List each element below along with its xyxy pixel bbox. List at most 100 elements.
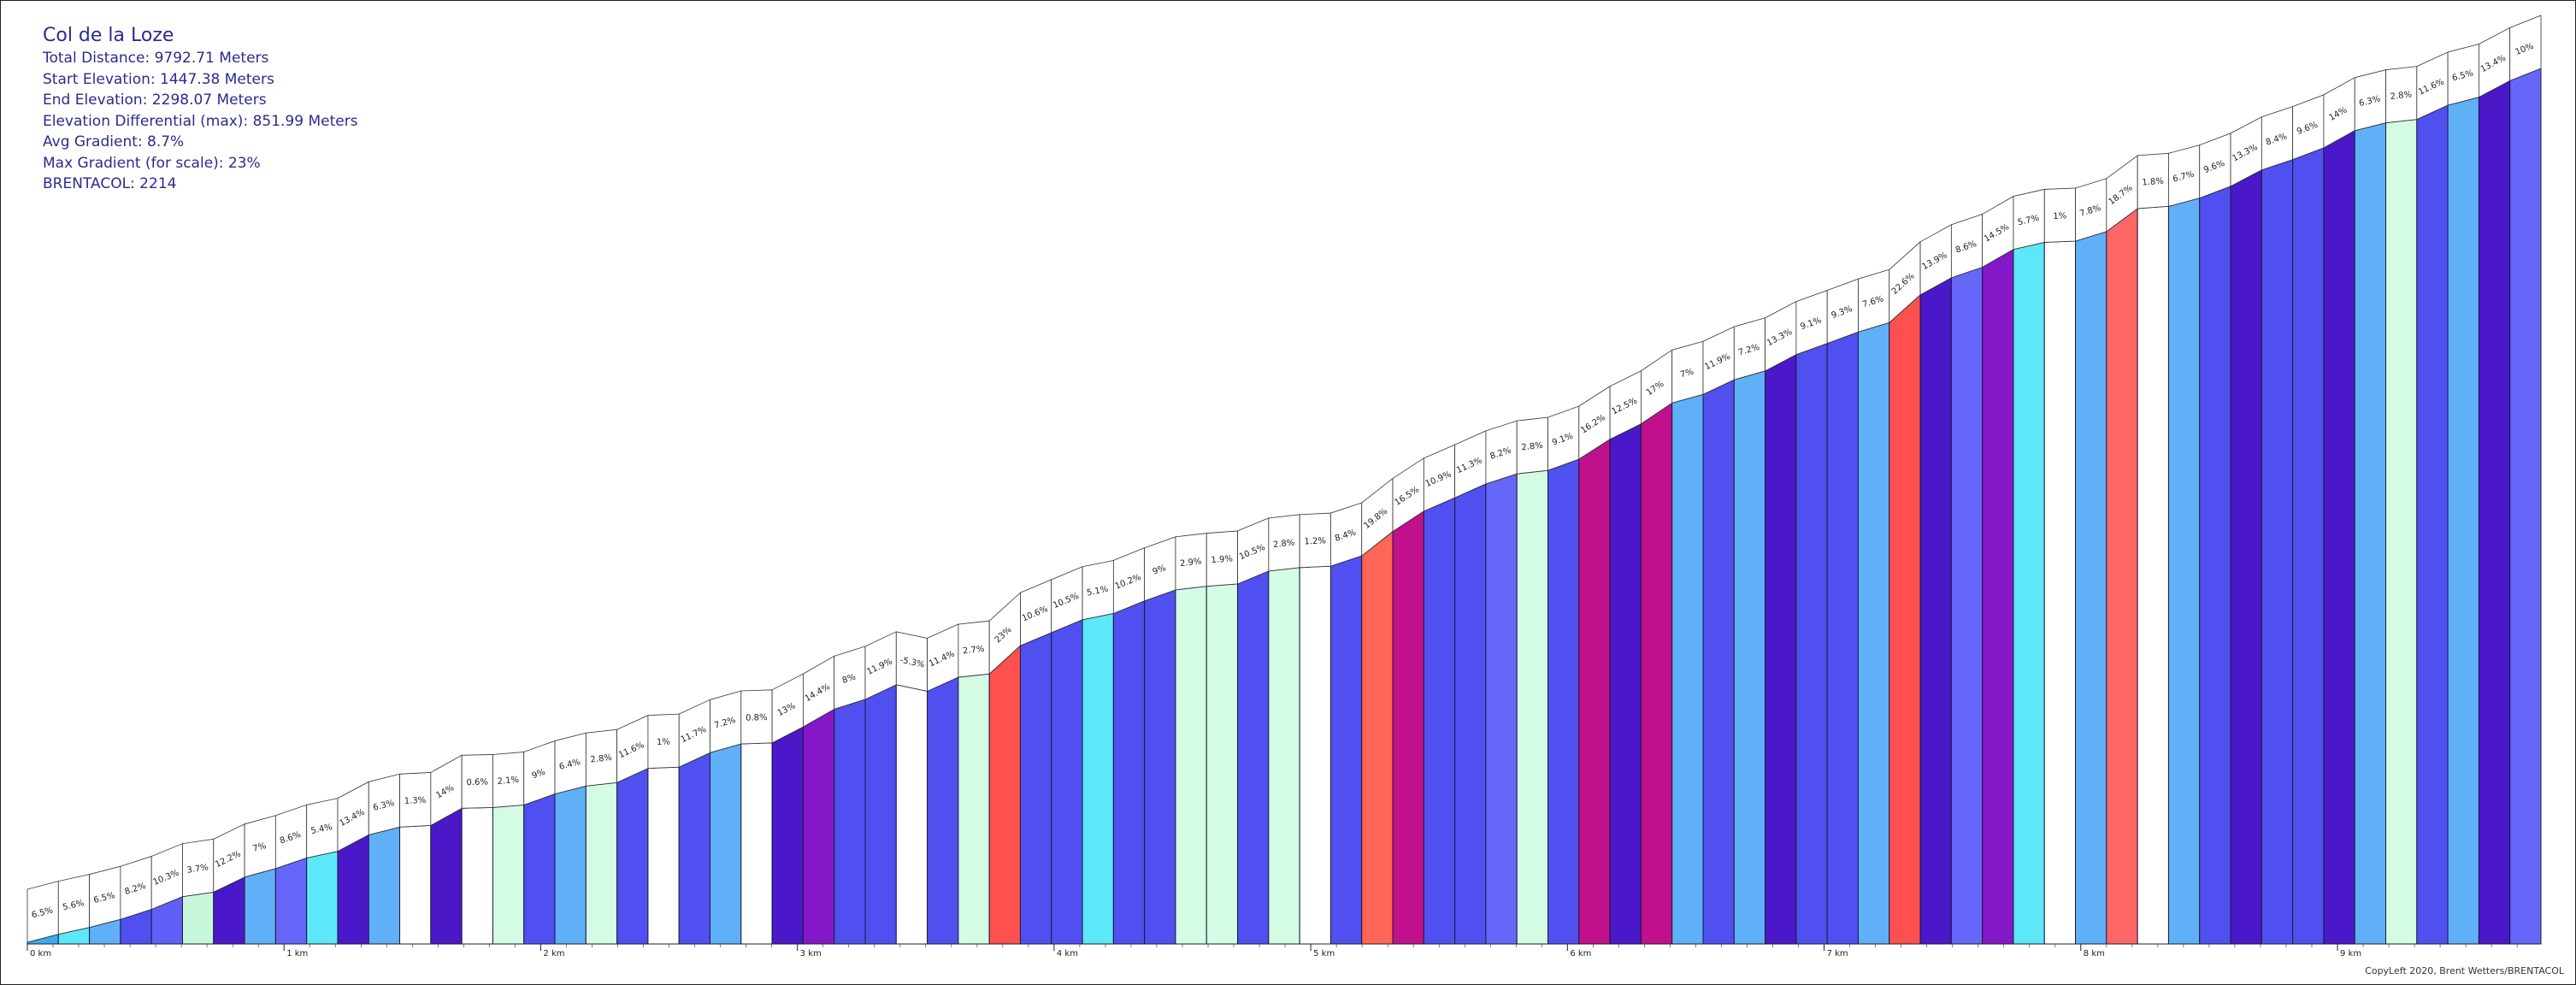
profile-segment — [430, 807, 463, 945]
profile-segment — [523, 793, 556, 945]
climb-title: Col de la Loze — [43, 25, 174, 46]
total-distance-line: Total Distance: 9792.71 Meters — [43, 50, 269, 67]
profile-segment — [2509, 68, 2542, 945]
profile-segment — [2043, 240, 2077, 945]
gradient-label: 9% — [1152, 563, 1168, 577]
gradient-label: 2.8% — [1521, 441, 1543, 453]
profile-segment — [1361, 530, 1394, 945]
profile-segment — [2385, 119, 2418, 945]
profile-segment — [678, 752, 711, 945]
profile-segment — [895, 684, 928, 945]
gradient-label: 5.4% — [310, 823, 333, 836]
profile-segment — [2199, 186, 2231, 945]
gradient-label: 5.6% — [62, 899, 85, 912]
gradient-label: 5.7% — [2017, 214, 2040, 227]
x-tick-label: 9 km — [2340, 949, 2361, 958]
profile-segment — [1485, 473, 1518, 945]
profile-segment — [647, 766, 680, 945]
gradient-label: 9% — [531, 768, 547, 782]
profile-segment — [1299, 565, 1331, 945]
profile-segment — [2447, 96, 2479, 945]
profile-segment — [1144, 589, 1176, 945]
profile-segment — [1423, 497, 1456, 945]
profile-segment — [1547, 458, 1580, 945]
x-tick-label: 2 km — [543, 949, 564, 958]
profile-segment — [958, 673, 990, 945]
profile-segment — [2416, 104, 2449, 945]
profile-segment — [2323, 129, 2355, 945]
profile-segment — [740, 742, 773, 945]
profile-segment — [337, 834, 369, 945]
profile-segment — [834, 699, 866, 945]
profile-segment — [710, 743, 742, 945]
gradient-label: 1% — [2053, 211, 2066, 221]
gradient-label: 2.9% — [1180, 557, 1202, 569]
profile-segment — [2261, 158, 2294, 945]
gradient-label: 8% — [841, 673, 857, 686]
profile-segment — [492, 804, 525, 945]
profile-segment — [1112, 600, 1146, 945]
profile-segment — [368, 826, 401, 945]
profile-segment — [306, 850, 339, 945]
profile-segment — [1019, 632, 1052, 945]
start-elevation-line: Start Elevation: 1447.38 Meters — [43, 70, 274, 88]
max-gradient-line: Max Gradient (for scale): 23% — [43, 154, 261, 172]
x-tick-label: 6 km — [1570, 949, 1591, 958]
gradient-label: 1.8% — [2142, 177, 2164, 188]
brentacol-line: BRENTACOL: 2214 — [43, 175, 177, 192]
profile-segment — [2292, 147, 2325, 945]
gradient-label: 2.8% — [2390, 90, 2412, 102]
profile-segment — [1702, 379, 1735, 945]
gradient-label: 2.8% — [590, 753, 612, 765]
profile-segment — [1237, 570, 1270, 945]
profile-segment — [274, 857, 308, 945]
profile-segment — [1857, 321, 1890, 945]
profile-segment — [1205, 583, 1239, 945]
profile-segment — [1329, 555, 1363, 945]
profile-segment — [1578, 438, 1611, 945]
profile-segment — [2137, 205, 2169, 945]
profile-segment — [616, 767, 649, 945]
gradient-label: 0.6% — [466, 778, 488, 788]
x-tick-label: 3 km — [800, 949, 822, 958]
profile-segment — [1950, 266, 1984, 945]
profile-segment — [1889, 293, 1921, 945]
profile-segment — [2478, 80, 2511, 945]
profile-segment — [585, 782, 618, 945]
profile-segment — [1392, 510, 1424, 945]
profile-segment — [1826, 331, 1859, 945]
profile-segment — [1671, 393, 1704, 945]
x-tick-label: 5 km — [1313, 949, 1335, 958]
profile-segment — [554, 785, 587, 945]
avg-gradient-line: Avg Gradient: 8.7% — [43, 133, 185, 150]
profile-segment — [771, 726, 804, 945]
profile-segment — [1268, 567, 1300, 945]
profile-segment — [1919, 276, 1952, 945]
end-elevation-line: End Elevation: 2298.07 Meters — [43, 91, 267, 109]
profile-segment — [244, 868, 276, 945]
profile-segment — [802, 708, 835, 945]
profile-segment — [1051, 619, 1083, 945]
gradient-label: 1% — [657, 738, 670, 748]
x-tick-label: 0 km — [30, 949, 51, 958]
gradient-label: 7% — [1679, 367, 1695, 380]
profile-segment — [1982, 248, 2014, 945]
profile-segment — [2167, 198, 2201, 945]
x-tick-label: 7 km — [1827, 949, 1848, 958]
profile-segment — [988, 644, 1021, 945]
x-tick-label: 1 km — [286, 949, 308, 958]
profile-segment — [1733, 370, 1766, 945]
x-tick-label: 4 km — [1057, 949, 1078, 958]
gradient-label: 3.7% — [186, 863, 209, 876]
gradient-label: 2.1% — [497, 776, 519, 787]
profile-segment — [1082, 612, 1114, 945]
profile-segment — [1516, 469, 1549, 945]
profile-segment — [181, 891, 215, 945]
profile-segment — [927, 676, 959, 945]
gradient-label: 1.2% — [1304, 536, 1326, 546]
profile-segment — [1765, 353, 1797, 945]
profile-segment — [2230, 168, 2262, 945]
x-tick-label: 8 km — [2084, 949, 2105, 958]
gradient-label: 0.8% — [746, 713, 768, 723]
profile-segment — [1609, 422, 1642, 945]
